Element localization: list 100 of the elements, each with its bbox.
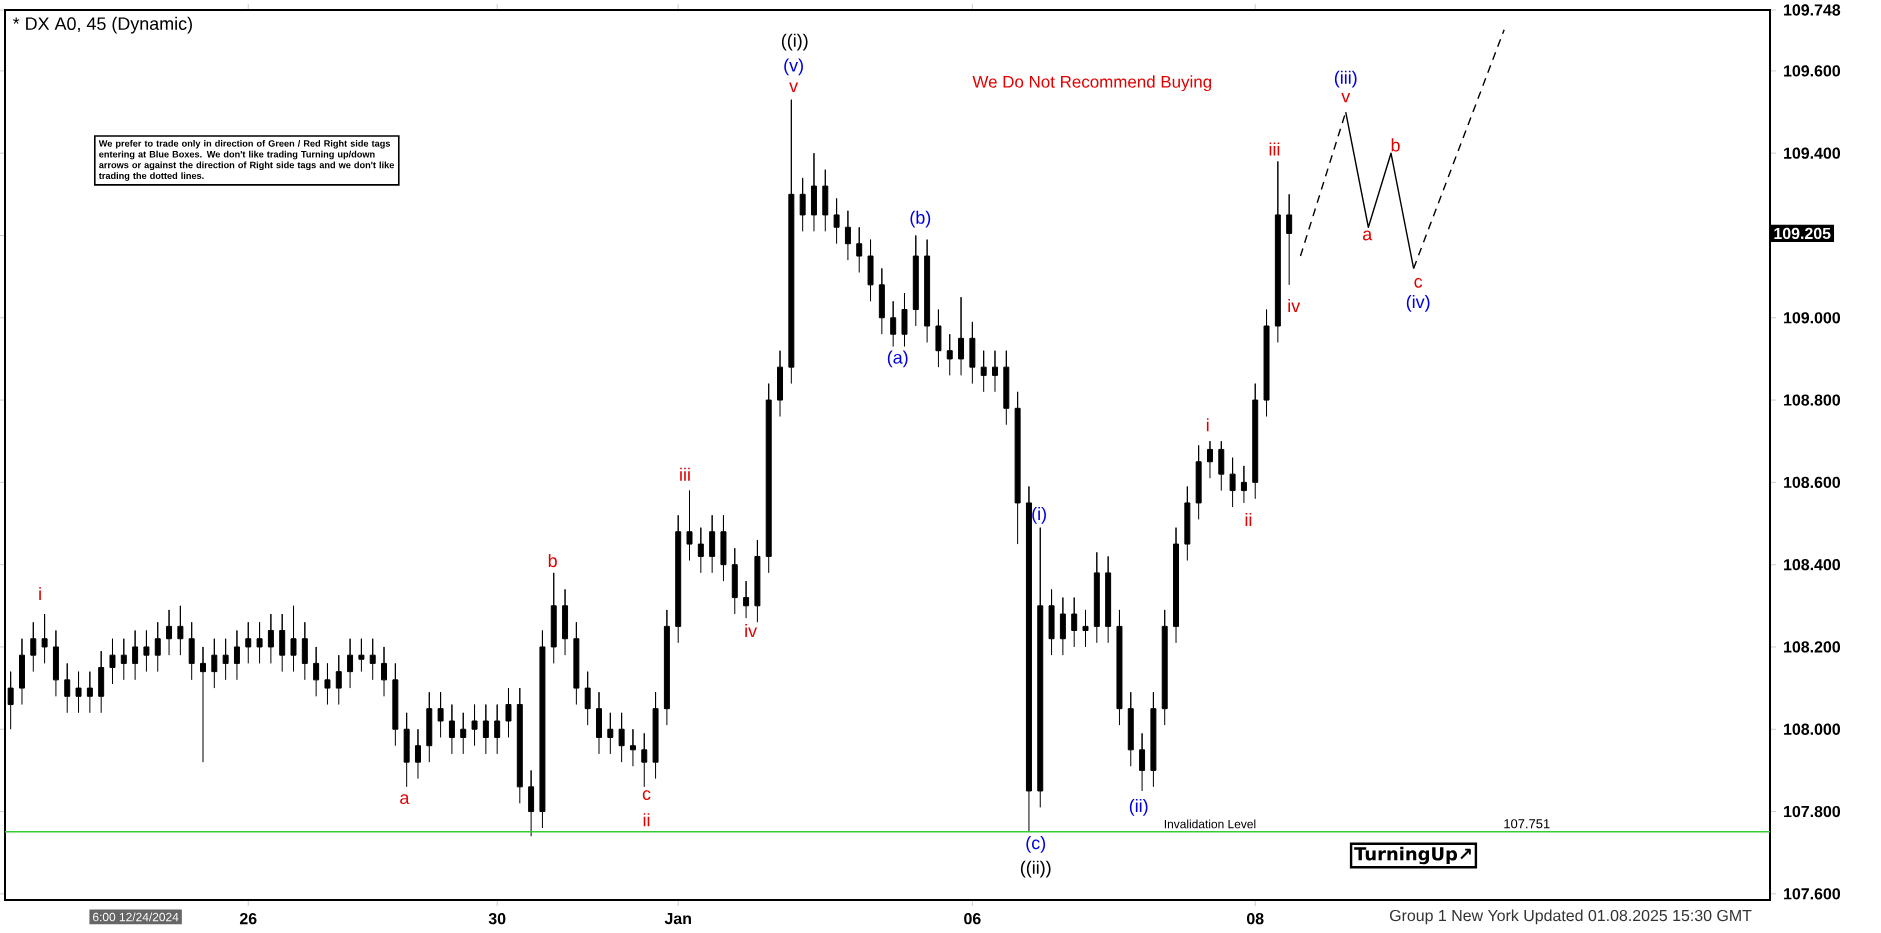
ref-line-label: Invalidation Level — [1164, 819, 1256, 829]
candlestick — [980, 350, 987, 393]
y-tick-label: 108.800 — [1784, 394, 1841, 406]
annotation: c — [1414, 277, 1423, 288]
annotation: (a) — [887, 350, 908, 368]
annotation: (v) — [784, 58, 803, 76]
annotation: (b) — [910, 210, 931, 228]
candlestick — [347, 638, 354, 689]
candlestick — [41, 613, 48, 664]
candlestick — [799, 177, 806, 232]
candlestick — [1071, 597, 1078, 648]
candlestick — [777, 350, 784, 418]
annotation: iii — [1269, 142, 1280, 156]
candlestick — [177, 605, 184, 656]
candlestick — [358, 638, 365, 673]
x-tick-label: 30 — [488, 913, 506, 925]
candlestick — [584, 671, 591, 726]
candlestick — [335, 654, 342, 706]
annotation: ((i)) — [781, 33, 808, 51]
annotation: i — [1206, 418, 1209, 432]
candlestick — [822, 169, 829, 232]
candlestick — [301, 621, 308, 681]
candlestick — [856, 226, 863, 274]
candlestick — [573, 621, 580, 706]
annotation: i — [39, 586, 41, 600]
candlestick — [935, 309, 942, 368]
annotation: We prefer to trade only in direction of Green / Red Right side tags entering at Blue Boxes. We don't like trading Turning up/down arrows or against the direction of Right side tags and we don't like trading the dotted lines. — [98, 139, 394, 181]
candlestick — [731, 547, 738, 615]
candlestick — [992, 350, 998, 393]
candlestick — [1206, 440, 1213, 479]
candlestick — [1161, 609, 1168, 726]
candlestick — [426, 691, 433, 763]
candlestick — [52, 629, 59, 697]
candlestick — [686, 490, 693, 562]
annotation: (iv) — [1406, 295, 1430, 312]
candlestick — [1286, 193, 1293, 286]
x-tick-label: 26 — [239, 913, 257, 925]
candlestick — [460, 712, 467, 755]
candlestick — [901, 292, 908, 348]
y-tick-label: 107.800 — [1784, 805, 1841, 818]
candlestick — [969, 321, 976, 385]
candlestick — [1082, 609, 1089, 648]
y-tick-label: 108.600 — [1784, 476, 1841, 488]
candlestick — [245, 621, 252, 664]
candlestick — [1240, 465, 1247, 504]
annotation: iv — [1288, 298, 1301, 312]
chart-title: * DX A0, 45 (Dynamic) — [12, 16, 192, 34]
annotation: b — [548, 553, 557, 568]
text: 6:00 12/24/2024 — [93, 912, 179, 922]
y-tick-label: 108.400 — [1784, 559, 1841, 571]
text: 109.205 — [1774, 227, 1831, 240]
candlestick — [618, 712, 625, 763]
candlestick — [1059, 597, 1066, 656]
candlestick — [381, 646, 388, 697]
candlestick — [369, 638, 376, 681]
candlestick — [1184, 485, 1191, 562]
candlestick — [663, 609, 670, 726]
candlestick — [1025, 485, 1032, 833]
y-tick-label: 108.000 — [1784, 723, 1841, 735]
annotation: (iii) — [1334, 70, 1357, 88]
candlestick — [596, 691, 602, 755]
y-tick-label: 109.748 — [1784, 4, 1841, 16]
annotation: (i) — [1032, 506, 1046, 524]
candlestick — [924, 239, 931, 343]
candlestick — [754, 539, 761, 623]
candlestick — [471, 704, 478, 747]
x-tick-label: Jan — [664, 913, 691, 925]
y-tick-label: 109.000 — [1784, 312, 1841, 324]
candlestick — [392, 662, 399, 747]
candlestick — [403, 712, 410, 788]
candlestick — [1150, 691, 1157, 788]
candlestick — [844, 210, 851, 261]
candlestick — [1173, 527, 1180, 644]
candlestick — [607, 712, 614, 755]
candlestick — [211, 638, 218, 689]
candlestick — [1274, 160, 1281, 343]
annotation: 107.751 — [1504, 819, 1550, 829]
candlestick — [1263, 309, 1270, 418]
candlestick — [697, 527, 704, 574]
candlestick — [1037, 527, 1044, 808]
candlestick — [550, 572, 557, 664]
annotation: b — [1391, 138, 1400, 152]
y-tick-label: 107.600 — [1784, 888, 1841, 900]
candlestick — [1139, 732, 1146, 792]
annotation: iv — [745, 623, 758, 637]
candlestick — [448, 704, 455, 755]
candlestick — [958, 296, 965, 376]
candlestick — [324, 662, 331, 706]
candlestick — [166, 609, 173, 656]
candlestick — [1229, 457, 1236, 508]
candlestick — [720, 514, 727, 582]
candlestick — [788, 99, 795, 385]
annotation: ii — [643, 813, 650, 827]
candlestick — [7, 671, 14, 730]
candlestick — [188, 621, 195, 681]
annotation: a — [1363, 230, 1373, 241]
candlestick — [98, 650, 105, 714]
annotation: (c) — [1026, 836, 1046, 853]
candlestick — [109, 638, 116, 685]
candlestick — [267, 613, 274, 664]
